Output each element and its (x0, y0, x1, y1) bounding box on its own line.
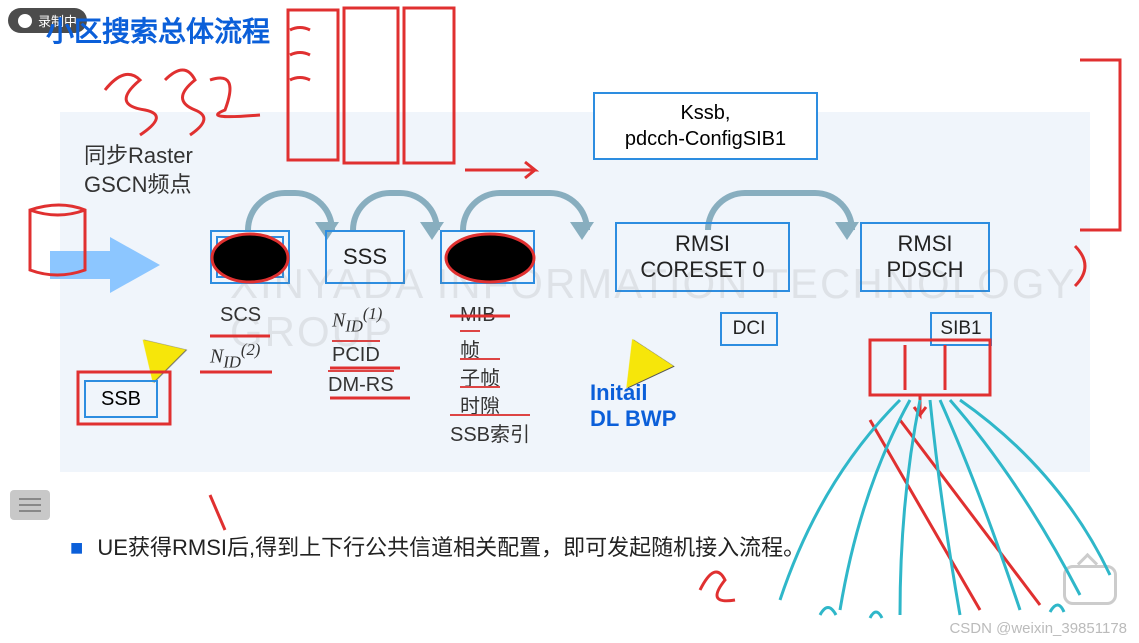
ssb-label: SSB (101, 388, 141, 411)
yellow-arrow-icon (609, 328, 674, 388)
initail-l1: Initail (590, 380, 676, 406)
bullet-content: UE获得RMSI后,得到上下行公共信道相关配置，即可发起随机接入流程。 (97, 535, 805, 560)
node-sss: SSS (325, 230, 405, 284)
video-icon[interactable] (1063, 565, 1117, 605)
rmsi1-l2: PDSCH (886, 257, 963, 283)
node-pss-label: PSS (228, 244, 272, 270)
sub-nid2: NID(2) (210, 338, 260, 373)
rmsi1-l1: RMSI (898, 231, 953, 257)
sub-dci: DCI (720, 312, 778, 346)
initail-text: Initail DL BWP (590, 380, 676, 433)
node-sss-label: SSS (343, 244, 387, 270)
bullet-icon: ■ (70, 535, 83, 560)
sub-mib: MIB (460, 302, 496, 327)
raster-line1: 同步Raster (84, 142, 193, 171)
sub-pcid: PCID (332, 340, 380, 367)
yellow-arrow-icon (126, 323, 186, 383)
initail-l2: DL BWP (590, 406, 676, 432)
sub-dmrs: DM-RS (328, 370, 394, 397)
hamburger-icon (19, 504, 41, 506)
raster-line2: GSCN频点 (84, 171, 193, 200)
kssb-line2: pdcch-ConfigSIB1 (625, 126, 786, 152)
entry-arrow-icon (110, 237, 160, 293)
rmsi0-l1: RMSI (675, 231, 730, 257)
kssb-line1: Kssb, (625, 100, 786, 126)
kssb-box: Kssb, pdcch-ConfigSIB1 (593, 92, 818, 160)
node-rmsi-pdsch: RMSI PDSCH (860, 222, 990, 292)
sub-scs: SCS (220, 302, 261, 327)
node-rmsi-coreset0: RMSI CORESET 0 (615, 222, 790, 292)
cloud-icon (18, 14, 32, 28)
bullet-text: ■ UE获得RMSI后,得到上下行公共信道相关配置，即可发起随机接入流程。 (70, 530, 805, 562)
menu-button[interactable] (10, 490, 50, 520)
raster-text: 同步Raster GSCN频点 (84, 142, 193, 199)
node-pss: PSS (210, 230, 290, 284)
node-pbch: PBCH (440, 230, 535, 284)
credit-text: CSDN @weixin_39851178 (949, 620, 1127, 637)
page-title: 小区搜索总体流程 (46, 10, 270, 50)
arrow-icon (245, 190, 335, 230)
arrow-icon (460, 190, 590, 230)
sub-sib1: SIB1 (930, 312, 992, 346)
arrow-icon (350, 190, 440, 230)
rmsi0-l2: CORESET 0 (640, 257, 764, 283)
sub-ssbidx: SSB索引 (450, 414, 530, 447)
diagram-panel: 同步Raster GSCN频点 Kssb, pdcch-ConfigSIB1 P… (60, 112, 1090, 472)
ssb-box: SSB (84, 380, 158, 418)
sub-nid1: NID(1) (332, 302, 382, 337)
node-pbch-label: PBCH (457, 244, 518, 270)
